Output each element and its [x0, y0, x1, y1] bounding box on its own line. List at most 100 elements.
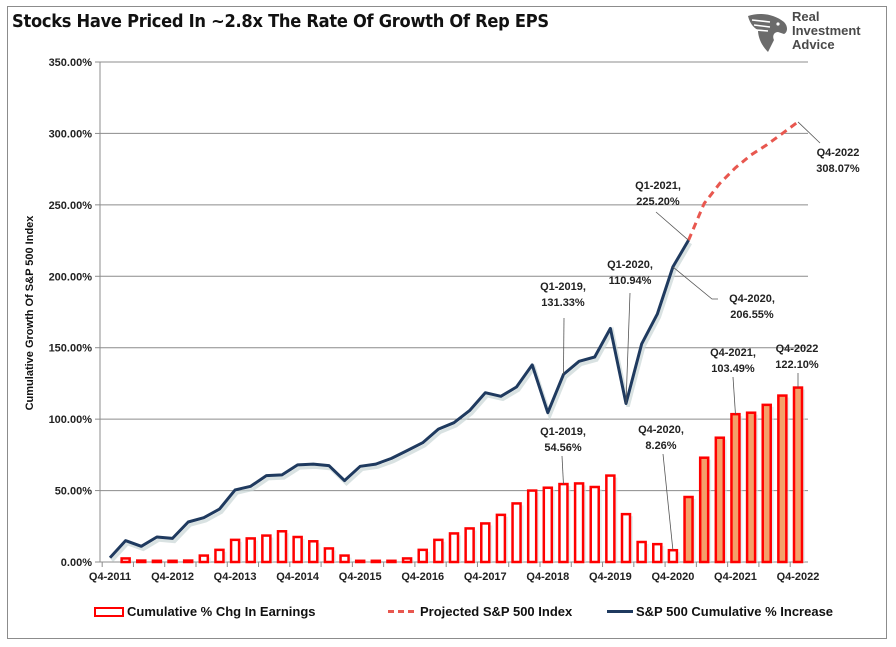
earnings-bar: [120, 557, 131, 564]
earnings-bar: [745, 411, 757, 564]
annotation-label: 8.26%: [645, 440, 676, 452]
annotation-label: 225.20%: [636, 196, 680, 208]
annotation-leader: [662, 453, 674, 551]
x-tick-label: Q4-2014: [276, 571, 320, 583]
legend-label: Projected S&P 500 Index: [420, 604, 573, 619]
earnings-bar: [480, 522, 491, 564]
y-tick-label: 50.00%: [55, 486, 93, 498]
earnings-bar: [386, 559, 397, 564]
earnings-bar: [323, 547, 335, 564]
annotation-label: Q4-2022: [776, 343, 819, 355]
series-lines: [108, 120, 799, 562]
annotation-leader: [563, 317, 565, 375]
x-tick-label: Q4-2016: [401, 571, 444, 583]
annotation-label: 131.33%: [541, 297, 585, 309]
annotation-label: 308.07%: [816, 163, 860, 175]
earnings-bar: [136, 559, 147, 564]
chart-title: Stocks Have Priced In ~2.8x The Rate Of …: [12, 12, 549, 32]
earnings-bar: [245, 537, 256, 564]
sp500-line-shadow: [110, 242, 693, 562]
annotation-leader: [672, 266, 718, 300]
y-tick-label: 250.00%: [49, 200, 93, 212]
chart-frame: [7, 6, 887, 639]
x-tick-label: Q4-2018: [526, 571, 569, 583]
earnings-bar: [433, 538, 444, 564]
earnings-bar: [167, 559, 178, 564]
y-tick-label: 200.00%: [49, 271, 93, 283]
earnings-bar: [714, 436, 726, 564]
earnings-bar: [620, 512, 632, 564]
annotation-label: Q1-2019,: [540, 426, 586, 438]
annotations: Q1-2019, 131.33% Q1-2020, 110.94% Q4-2020, 20…: [540, 121, 860, 551]
y-tick-label: 350.00%: [49, 57, 93, 69]
earnings-bar: [573, 482, 585, 564]
annotation-label: 54.56%: [544, 442, 582, 454]
annotation-label: 103.49%: [711, 363, 755, 375]
earnings-bar: [292, 535, 303, 564]
earnings-bar: [542, 486, 554, 564]
earnings-bar: [370, 559, 382, 564]
earnings-bar: [792, 386, 804, 564]
earnings-bar: [558, 482, 569, 564]
earnings-bar: [229, 538, 241, 564]
annotation-label: 122.10%: [775, 359, 819, 371]
earnings-bar: [417, 548, 428, 564]
x-tick-label: Q4-2022: [777, 571, 820, 583]
earnings-bar: [589, 485, 600, 564]
earnings-bar: [401, 557, 413, 564]
annotation-label: Q1-2019,: [540, 281, 586, 293]
earnings-bars: [120, 386, 805, 564]
earnings-bar: [511, 502, 522, 564]
earnings-bar: [448, 532, 460, 564]
earnings-bar: [667, 548, 679, 564]
earnings-bar: [761, 403, 772, 564]
earnings-bar: [354, 559, 366, 564]
annotation-label: Q1-2021,: [635, 180, 681, 192]
x-tick-label: Q4-2020: [652, 571, 695, 583]
annotation-label: Q4-2022: [817, 147, 860, 159]
earnings-bar: [261, 534, 272, 564]
earnings-bar: [151, 559, 163, 564]
y-tick-label: 0.00%: [61, 557, 92, 569]
annotation-leader: [732, 376, 736, 415]
sp500-line: [108, 239, 690, 559]
annotation-label: Q4-2020,: [729, 293, 775, 305]
annotation-label: Q4-2021,: [710, 347, 756, 359]
y-tick-label: 150.00%: [49, 343, 93, 355]
y-tick-label: 300.00%: [49, 128, 93, 140]
y-axis-label: Cumulative Growth Of S&P 500 Index: [24, 215, 36, 411]
annotation-label: 110.94%: [609, 275, 652, 287]
legend-label: S&P 500 Cumulative % Increase: [636, 604, 834, 619]
earnings-bar: [605, 474, 616, 564]
x-tick-label: Q4-2013: [214, 571, 257, 583]
y-axis: 0.00% 50.00% 100.00% 150.00% 200.00% 250.00% 3…: [49, 57, 100, 569]
earnings-bar: [652, 542, 663, 564]
earnings-bar: [198, 554, 210, 564]
earnings-bar: [214, 548, 225, 564]
legend-swatch-bar: [94, 606, 124, 617]
legend-item-sp500[interactable]: S&P 500 Cumulative % Increase: [607, 604, 833, 619]
earnings-bar: [339, 554, 350, 564]
annotation-label: Q1-2020,: [607, 259, 653, 271]
legend: Cumulative % Chg In Earnings Projected S…: [92, 604, 872, 624]
legend-label: Cumulative % Chg In Earnings: [127, 604, 316, 619]
annotation-leader: [625, 292, 631, 404]
x-tick-label: Q4-2011: [89, 571, 131, 583]
logo-line-2: Investment: [792, 23, 861, 38]
logo-text: Real Investment Advice: [792, 10, 861, 52]
legend-swatch-dashed: [388, 610, 414, 613]
earnings-bar: [777, 394, 788, 564]
earnings-bar: [526, 489, 538, 564]
x-tick-label: Q4-2012: [151, 571, 194, 583]
x-tick-label: Q4-2021: [714, 571, 757, 583]
brand-logo: Real Investment Advice: [742, 8, 882, 56]
earnings-bar: [464, 527, 475, 564]
earnings-bar: [308, 540, 319, 564]
legend-item-earnings[interactable]: Cumulative % Chg In Earnings: [94, 604, 316, 619]
annotation-leader: [655, 211, 689, 241]
earnings-bar: [182, 559, 194, 564]
eagle-head-icon: [748, 14, 787, 52]
legend-item-projected[interactable]: Projected S&P 500 Index: [388, 604, 572, 619]
x-axis: Q4-2011 Q4-2012 Q4-2013 Q4-2014 Q4-2015 Q4-20…: [89, 562, 820, 583]
earnings-bar: [636, 540, 647, 564]
